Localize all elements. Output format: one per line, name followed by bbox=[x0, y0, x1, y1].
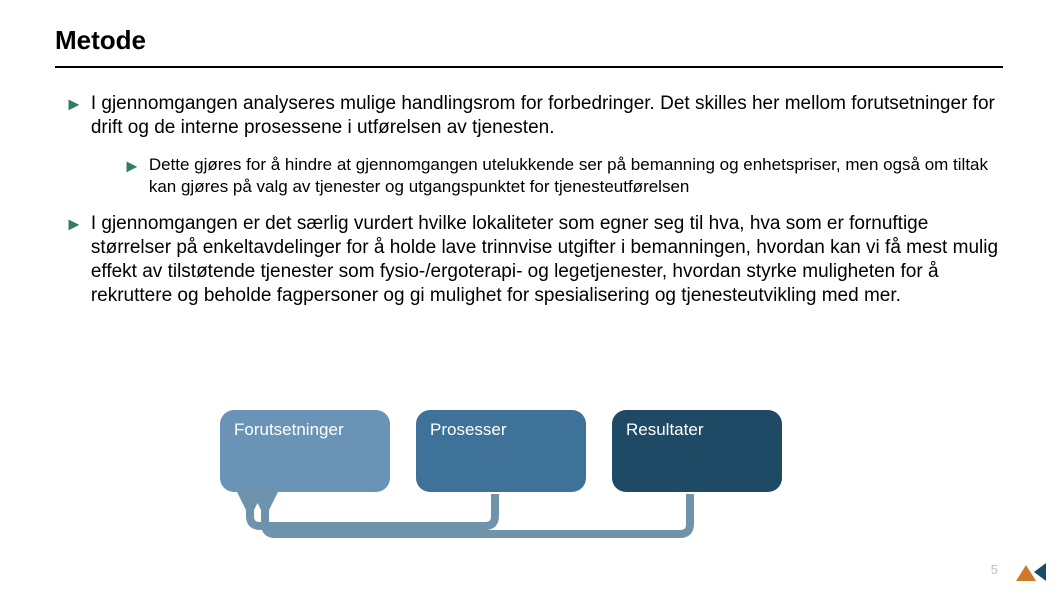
process-box-label: Resultater bbox=[626, 420, 703, 440]
bullet-level1: ► I gjennomgangen analyseres mulige hand… bbox=[55, 92, 1003, 140]
brand-logo-icon bbox=[1012, 561, 1048, 583]
feedback-arrows-icon bbox=[210, 488, 810, 548]
bullet-text: I gjennomgangen analyseres mulige handli… bbox=[91, 92, 1003, 140]
process-box-label: Forutsetninger bbox=[234, 420, 344, 440]
process-box-prosesser: Prosesser bbox=[416, 410, 586, 492]
process-boxes-row: Forutsetninger Prosesser Resultater bbox=[220, 410, 782, 492]
bullet-level2: ► Dette gjøres for å hindre at gjennomga… bbox=[55, 154, 1003, 198]
slide-title: Metode bbox=[55, 25, 1003, 56]
bullet-text: I gjennomgangen er det særlig vurdert hv… bbox=[91, 212, 1003, 308]
triangle-icon: ► bbox=[123, 154, 141, 178]
process-boxes-group: Forutsetninger Prosesser Resultater bbox=[220, 410, 782, 492]
slide: Metode ► I gjennomgangen analyseres muli… bbox=[0, 0, 1058, 595]
title-underline bbox=[55, 66, 1003, 68]
triangle-icon: ► bbox=[65, 212, 83, 236]
process-box-label: Prosesser bbox=[430, 420, 507, 440]
bullet-level1: ► I gjennomgangen er det særlig vurdert … bbox=[55, 212, 1003, 308]
process-box-forutsetninger: Forutsetninger bbox=[220, 410, 390, 492]
triangle-icon: ► bbox=[65, 92, 83, 116]
process-box-resultater: Resultater bbox=[612, 410, 782, 492]
page-number: 5 bbox=[991, 562, 998, 577]
bullet-text: Dette gjøres for å hindre at gjennomgang… bbox=[149, 154, 1003, 198]
